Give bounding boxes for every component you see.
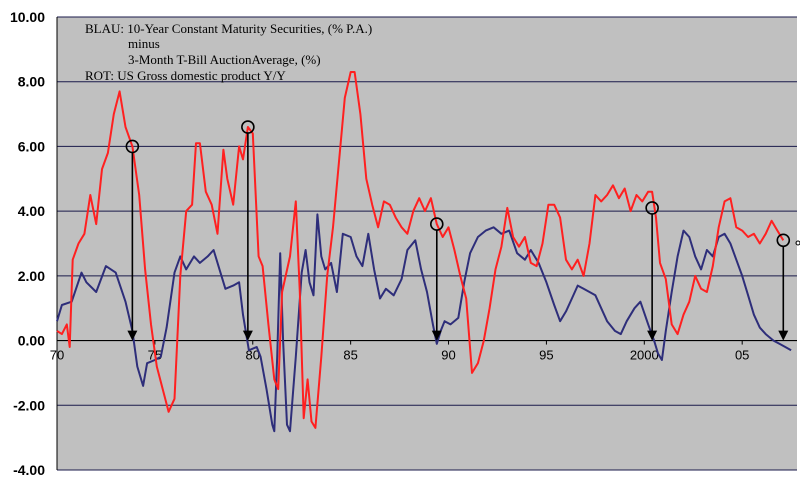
- edge-marker: [795, 240, 800, 246]
- x-tick-label: 2000: [630, 348, 659, 363]
- series-rot-line: [56, 71, 785, 429]
- y-tick-label: 6.00: [18, 138, 45, 154]
- x-tick-label: 05: [735, 348, 749, 363]
- y-tick-label: -4.00: [13, 462, 45, 478]
- y-tick-label: 2.00: [18, 268, 45, 284]
- legend-line: 3-Month T-Bill AuctionAverage, (%): [128, 52, 321, 67]
- y-tick-label: 4.00: [18, 203, 45, 219]
- y-tick-label: 8.00: [18, 74, 45, 90]
- annotation-arrow-head: [242, 330, 253, 341]
- x-tick-label: 90: [441, 348, 455, 363]
- x-tick-label: 70: [50, 348, 64, 363]
- legend-line: minus: [128, 36, 160, 51]
- series-blau-line: [56, 213, 792, 433]
- x-tick-label: 95: [539, 348, 553, 363]
- x-tick-label: 85: [343, 348, 357, 363]
- legend-line: BLAU: 10-Year Constant Maturity Securiti…: [85, 21, 372, 36]
- plot-area: [57, 17, 797, 470]
- annotation-arrow-head: [778, 330, 789, 341]
- y-tick-label: -2.00: [13, 397, 45, 413]
- y-tick-label: 10.00: [10, 9, 45, 25]
- annotation-arrow-head: [431, 330, 442, 341]
- x-tick-label: 80: [246, 348, 260, 363]
- annotation-arrow-head: [127, 330, 138, 341]
- annotation-arrow-head: [647, 330, 658, 341]
- y-tick-label: 0.00: [18, 333, 45, 349]
- legend-line: ROT: US Gross domestic product Y/Y: [85, 68, 286, 83]
